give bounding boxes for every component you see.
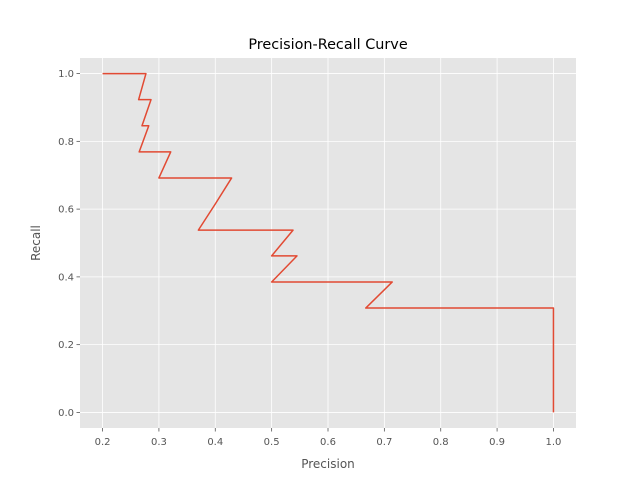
y-tick-label: 0.4 <box>58 272 74 283</box>
grid-lines <box>80 58 576 428</box>
y-tick-label: 0.8 <box>58 137 74 148</box>
y-tick-label: 0.2 <box>58 340 74 351</box>
x-axis-label: Precision <box>301 457 355 471</box>
chart-title: Precision-Recall Curve <box>248 37 408 53</box>
y-tick-label: 1.0 <box>58 69 74 80</box>
y-tick-label: 0.0 <box>58 408 74 419</box>
x-tick-label: 0.8 <box>433 437 449 448</box>
y-tick-label: 0.6 <box>58 205 74 216</box>
y-axis-label: Recall <box>29 225 43 261</box>
x-tick-label: 0.3 <box>151 437 167 448</box>
pr-curve-line <box>102 72 555 413</box>
x-tick-label: 0.4 <box>207 437 223 448</box>
x-tick-label: 1.0 <box>546 437 562 448</box>
x-tick-label: 0.2 <box>95 437 111 448</box>
x-tick-label: 0.6 <box>320 437 336 448</box>
series-group <box>102 72 555 413</box>
y-axis-ticks: 0.0 0.2 0.4 0.6 0.8 1.0 <box>58 69 80 419</box>
x-tick-label: 0.9 <box>489 437 505 448</box>
x-axis-ticks: 0.2 0.3 0.4 0.5 0.6 0.7 0.8 0.9 1.0 <box>95 428 562 448</box>
x-tick-label: 0.7 <box>376 437 392 448</box>
x-tick-label: 0.5 <box>264 437 280 448</box>
